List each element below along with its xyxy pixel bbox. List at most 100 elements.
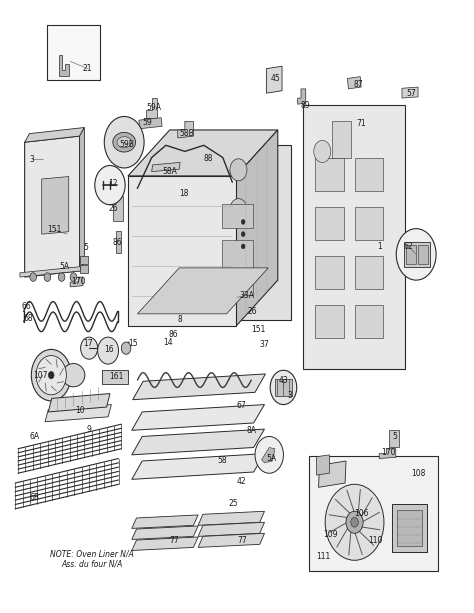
Text: 66: 66 <box>21 302 31 311</box>
Bar <box>113 196 123 221</box>
Polygon shape <box>137 268 268 314</box>
Text: 1: 1 <box>377 242 382 251</box>
Text: 37: 37 <box>260 340 269 349</box>
Polygon shape <box>132 454 264 479</box>
Text: 58A: 58A <box>162 167 177 176</box>
Text: 8A: 8A <box>246 426 256 435</box>
Polygon shape <box>236 130 278 326</box>
Text: 33A: 33A <box>239 291 254 300</box>
Circle shape <box>121 342 131 354</box>
Ellipse shape <box>62 364 85 387</box>
Polygon shape <box>70 277 83 287</box>
Text: 86: 86 <box>168 330 178 338</box>
Text: 77: 77 <box>170 536 179 545</box>
Text: 6A: 6A <box>29 432 39 441</box>
Circle shape <box>104 116 144 168</box>
Polygon shape <box>298 89 306 104</box>
Circle shape <box>98 337 118 364</box>
Polygon shape <box>45 405 111 422</box>
Text: 59A: 59A <box>146 103 162 112</box>
Text: 26: 26 <box>109 204 118 213</box>
Circle shape <box>30 273 36 281</box>
Text: 58: 58 <box>217 457 227 465</box>
Text: 110: 110 <box>368 536 383 545</box>
Text: 87: 87 <box>353 80 363 89</box>
Text: NOTE: Oven Liner N/A
Ass. du four N/A: NOTE: Oven Liner N/A Ass. du four N/A <box>51 549 134 569</box>
Text: 107: 107 <box>33 371 47 379</box>
Polygon shape <box>20 267 81 277</box>
Polygon shape <box>319 461 346 487</box>
Text: 151: 151 <box>47 226 62 234</box>
Polygon shape <box>139 118 162 129</box>
Circle shape <box>325 484 384 560</box>
Text: 15: 15 <box>128 339 137 348</box>
Bar <box>404 242 430 267</box>
Circle shape <box>396 229 436 280</box>
Text: 6B: 6B <box>29 493 39 502</box>
Text: 25: 25 <box>228 500 238 508</box>
Circle shape <box>255 436 283 473</box>
Circle shape <box>346 511 363 533</box>
Polygon shape <box>262 447 275 463</box>
Text: 161: 161 <box>109 373 123 381</box>
Text: 9: 9 <box>87 425 91 433</box>
Circle shape <box>81 337 98 359</box>
Circle shape <box>58 273 65 281</box>
Text: 71: 71 <box>356 120 366 128</box>
Text: 5: 5 <box>83 243 88 252</box>
Circle shape <box>314 140 331 162</box>
Text: 42: 42 <box>237 477 246 485</box>
Polygon shape <box>25 136 80 277</box>
Polygon shape <box>132 537 198 550</box>
Bar <box>102 370 128 384</box>
Text: 86: 86 <box>113 238 122 246</box>
Text: 59B: 59B <box>119 140 135 148</box>
Text: 3: 3 <box>30 155 35 164</box>
Circle shape <box>31 349 71 401</box>
Text: 57: 57 <box>407 89 416 97</box>
Text: 170: 170 <box>71 278 85 286</box>
Polygon shape <box>80 128 84 271</box>
Bar <box>355 256 383 289</box>
Text: 106: 106 <box>354 509 368 518</box>
Polygon shape <box>198 511 264 525</box>
Circle shape <box>70 273 77 281</box>
Polygon shape <box>25 128 84 142</box>
Circle shape <box>36 356 66 395</box>
Bar <box>315 207 344 240</box>
Ellipse shape <box>117 137 131 148</box>
Bar <box>80 256 88 264</box>
Text: 68: 68 <box>24 314 33 323</box>
Bar <box>309 456 438 571</box>
Text: 45: 45 <box>271 74 281 83</box>
Text: 109: 109 <box>324 530 338 539</box>
Polygon shape <box>379 449 396 459</box>
Circle shape <box>241 219 245 224</box>
Bar <box>397 510 422 546</box>
Text: 5A: 5A <box>266 454 276 463</box>
Bar <box>389 430 399 447</box>
Text: 10: 10 <box>75 406 84 415</box>
Text: 108: 108 <box>411 469 425 478</box>
Text: 43: 43 <box>279 376 288 384</box>
Polygon shape <box>133 374 265 400</box>
Polygon shape <box>217 145 291 320</box>
Text: 8: 8 <box>178 316 182 324</box>
Bar <box>222 240 253 295</box>
Polygon shape <box>132 526 198 539</box>
Bar <box>222 204 253 228</box>
Bar <box>332 121 351 158</box>
Polygon shape <box>48 394 110 412</box>
Circle shape <box>48 371 54 379</box>
Bar <box>47 25 100 80</box>
Bar <box>116 231 121 253</box>
Circle shape <box>44 273 51 281</box>
Polygon shape <box>59 55 69 76</box>
Polygon shape <box>42 177 69 234</box>
Bar <box>392 504 427 552</box>
Polygon shape <box>128 130 278 176</box>
Polygon shape <box>402 87 418 98</box>
Text: 67: 67 <box>237 402 246 410</box>
Text: 88: 88 <box>204 154 213 162</box>
Text: 89: 89 <box>301 101 310 110</box>
